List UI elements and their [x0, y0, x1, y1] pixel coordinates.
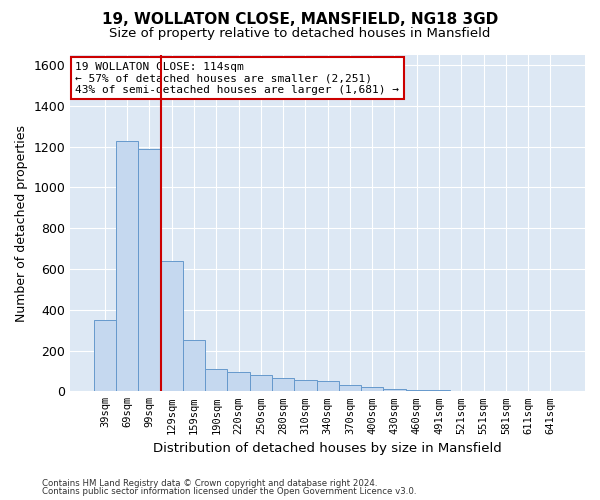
Bar — [383, 390, 406, 392]
Bar — [294, 380, 317, 392]
Bar — [183, 340, 205, 392]
Bar — [361, 387, 383, 392]
Bar — [428, 390, 450, 392]
Bar — [138, 149, 161, 392]
Bar — [227, 372, 250, 392]
Bar — [450, 390, 472, 392]
Text: 19 WOLLATON CLOSE: 114sqm
← 57% of detached houses are smaller (2,251)
43% of se: 19 WOLLATON CLOSE: 114sqm ← 57% of detac… — [76, 62, 400, 95]
Y-axis label: Number of detached properties: Number of detached properties — [15, 124, 28, 322]
Bar — [339, 385, 361, 392]
X-axis label: Distribution of detached houses by size in Mansfield: Distribution of detached houses by size … — [153, 442, 502, 455]
Bar — [272, 378, 294, 392]
Text: Size of property relative to detached houses in Mansfield: Size of property relative to detached ho… — [109, 28, 491, 40]
Text: Contains HM Land Registry data © Crown copyright and database right 2024.: Contains HM Land Registry data © Crown c… — [42, 478, 377, 488]
Bar — [406, 390, 428, 392]
Text: 19, WOLLATON CLOSE, MANSFIELD, NG18 3GD: 19, WOLLATON CLOSE, MANSFIELD, NG18 3GD — [102, 12, 498, 28]
Bar — [250, 375, 272, 392]
Bar — [116, 140, 138, 392]
Bar — [317, 381, 339, 392]
Bar — [205, 369, 227, 392]
Bar — [94, 320, 116, 392]
Bar — [161, 261, 183, 392]
Text: Contains public sector information licensed under the Open Government Licence v3: Contains public sector information licen… — [42, 487, 416, 496]
